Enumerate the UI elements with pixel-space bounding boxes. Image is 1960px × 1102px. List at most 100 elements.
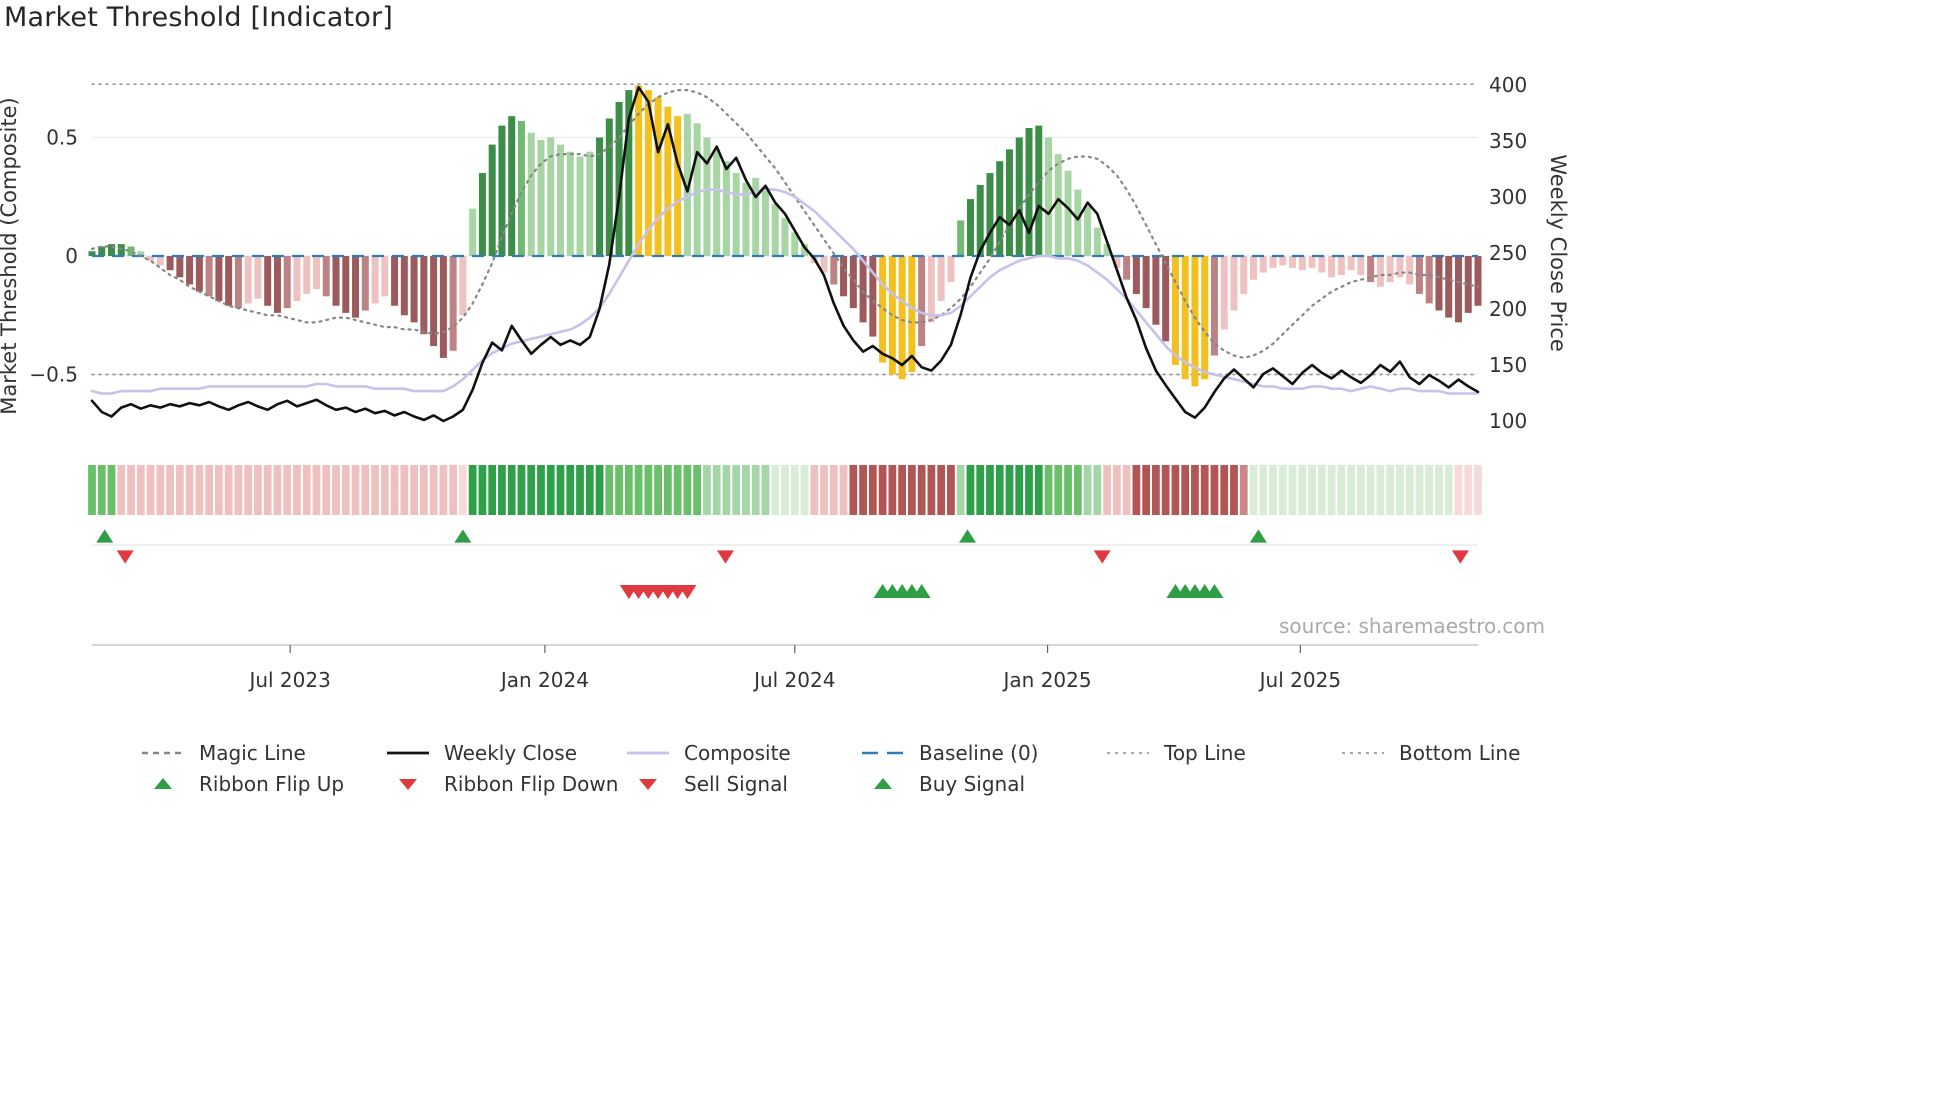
threshold-bar [888, 256, 896, 375]
threshold-bar [1376, 256, 1384, 287]
threshold-bar [488, 144, 496, 256]
ribbon-cell [439, 465, 448, 515]
threshold-bar [98, 246, 106, 256]
ribbon-cell [810, 465, 819, 515]
threshold-bar [205, 256, 213, 297]
ribbon-cell [351, 465, 360, 515]
ribbon-cell [1308, 465, 1316, 515]
threshold-bar [1152, 256, 1160, 325]
ribbon-cell [205, 465, 214, 515]
ribbon-cell [1288, 465, 1297, 515]
x-axis-tick-label: Jan 2024 [499, 668, 589, 692]
ribbon-cell [1317, 465, 1326, 515]
ribbon-flip-down-marker [716, 550, 734, 564]
legend-item-magic-line: Magic Line [140, 741, 306, 765]
ribbon-cell [1161, 465, 1170, 515]
ribbon-cell [908, 465, 916, 515]
ribbon-cell [751, 465, 760, 515]
threshold-bar [273, 256, 281, 313]
threshold-bar [244, 256, 252, 304]
threshold-bar [1250, 256, 1258, 280]
ribbon-cell [215, 465, 223, 515]
ribbon-cell [1386, 465, 1395, 515]
legend-label: Ribbon Flip Down [444, 772, 619, 796]
ribbon-cell [947, 465, 955, 515]
ribbon-cell [995, 465, 1004, 515]
threshold-bar [1210, 256, 1218, 356]
threshold-bar [1181, 256, 1189, 380]
weekly-close-line [90, 85, 1480, 423]
threshold-bar [234, 256, 242, 309]
legend-item-ribbon-flip-down: Ribbon Flip Down [385, 772, 618, 796]
ribbon-cell [849, 465, 858, 515]
threshold-bar [801, 244, 809, 256]
ribbon-cell [546, 465, 555, 515]
ribbon-flip-down-marker [1093, 550, 1111, 564]
threshold-bar [713, 149, 721, 256]
ribbon-cell [1005, 465, 1014, 515]
threshold-bar [1025, 128, 1033, 256]
right-axis-tick-label: 250 [1489, 241, 1527, 265]
ribbon-cell [976, 465, 985, 515]
ribbon-cell [937, 465, 946, 515]
ribbon-cell [263, 465, 272, 515]
threshold-bar [1259, 256, 1267, 273]
ribbon-cell [683, 465, 692, 515]
threshold-bar [703, 137, 711, 256]
threshold-bar [761, 189, 769, 256]
ribbon-cell [644, 465, 653, 515]
threshold-bar [342, 256, 350, 313]
ribbon-cell [1093, 465, 1102, 515]
ribbon-cell [1337, 465, 1346, 515]
ribbon-cell [703, 465, 711, 515]
threshold-bar [840, 256, 848, 297]
threshold-bar [722, 161, 730, 256]
triangle-down-icon [639, 779, 657, 790]
threshold-bar [1435, 256, 1443, 311]
threshold-bar [420, 256, 428, 335]
threshold-bar [1367, 256, 1375, 283]
ribbon-cell [1083, 465, 1092, 515]
ribbon-cell [1122, 465, 1131, 515]
threshold-bar [371, 256, 379, 304]
threshold-bar [469, 208, 477, 256]
ribbon-cell [585, 465, 594, 515]
threshold-bar [147, 256, 155, 261]
ribbon-cell [1112, 465, 1121, 515]
ribbon-cell [166, 465, 174, 515]
threshold-bar [1289, 256, 1297, 268]
threshold-bar [195, 256, 203, 292]
threshold-bar [283, 256, 291, 309]
ribbon-flip-down-marker [116, 550, 134, 564]
threshold-bar [947, 256, 955, 283]
dotted-line-icon [1342, 752, 1384, 754]
ribbon-cell [361, 465, 370, 515]
threshold-bar [1123, 256, 1131, 280]
ribbon-cell [1366, 465, 1375, 515]
threshold-bar [1269, 256, 1277, 268]
threshold-bar [1445, 256, 1453, 318]
threshold-bar [693, 123, 701, 256]
legend-label: Ribbon Flip Up [199, 772, 345, 796]
threshold-bar [996, 161, 1004, 256]
threshold-bar [410, 256, 418, 323]
ribbon-cell [556, 465, 565, 515]
triangle-up-icon [874, 778, 892, 789]
ribbon-cell [1015, 465, 1024, 515]
threshold-bar [566, 151, 574, 256]
threshold-bar [303, 256, 311, 294]
ribbon-cell [781, 465, 789, 515]
ribbon-cell [1259, 465, 1268, 515]
legend-item-baseline: Baseline (0) [860, 741, 1038, 765]
threshold-bar [1337, 256, 1345, 275]
market-threshold-chart: 0.5 0 −0.5 400 350 300 250 200 150 100 Jul 2023 Jan… [0, 73, 1570, 692]
ribbon-cell [566, 465, 575, 515]
threshold-bar [117, 244, 125, 256]
ribbon-cell [1230, 465, 1238, 515]
threshold-bar [517, 120, 525, 256]
ribbon-cell [888, 465, 897, 515]
ribbon-cell [1132, 465, 1141, 515]
left-axis-title: Market Threshold (Composite) [0, 97, 21, 415]
threshold-bar [449, 256, 457, 351]
threshold-bar [478, 173, 486, 256]
